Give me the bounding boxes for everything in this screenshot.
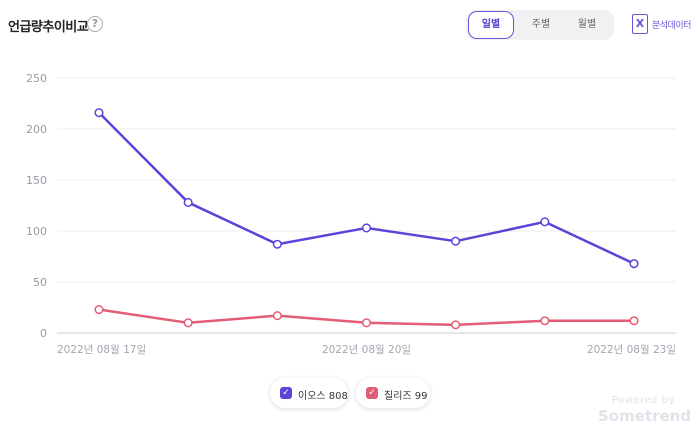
legend-item-chiliz[interactable]: ✓ 칠리즈 99 <box>356 378 430 408</box>
data-point <box>629 316 639 326</box>
brand-logo: Sometrend <box>598 407 692 425</box>
legend-label: 이오스 808 <box>298 391 348 402</box>
question-icon[interactable]: ? <box>87 16 103 32</box>
y-tick-label: 100 <box>26 225 47 238</box>
data-point <box>94 108 104 118</box>
toggle-monthly[interactable]: 월별 <box>577 19 597 30</box>
data-point <box>94 304 104 315</box>
data-point <box>629 259 639 269</box>
data-point <box>451 236 461 246</box>
checkbox-checked-icon: ✓ <box>280 387 292 399</box>
data-point <box>361 223 372 233</box>
legend-label: 칠리즈 99 <box>384 391 428 402</box>
data-point <box>183 318 193 328</box>
y-tick-label: 50 <box>33 276 47 289</box>
x-tick-label: 2022년 08월 17일 <box>57 343 146 356</box>
y-tick-label: 150 <box>26 174 47 187</box>
toggle-weekly[interactable]: 주별 <box>531 19 551 30</box>
powered-by-text: Powered by <box>612 395 675 406</box>
chart-title: 언급량추이비교 <box>8 20 89 35</box>
y-tick-label: 250 <box>26 72 47 85</box>
excel-icon: X <box>632 14 648 34</box>
period-toggle: 일별 주별 월별 <box>466 10 614 40</box>
x-tick-label: 2022년 08월 23일 <box>587 343 676 356</box>
x-tick-label: 2022년 08월 20일 <box>322 343 411 356</box>
export-label: 분석데이터 <box>652 21 691 31</box>
line-chart: 0 50 100 150 200 250 2022년 08월 17일 2022년 08월 20… <box>26 72 676 356</box>
data-point <box>361 318 372 328</box>
data-point <box>540 316 550 326</box>
data-point <box>451 320 461 330</box>
data-point <box>272 311 282 321</box>
checkbox-checked-icon: ✓ <box>366 387 378 399</box>
y-tick-label: 200 <box>26 123 47 136</box>
legend-item-eos[interactable]: ✓ 이오스 808 <box>270 378 348 408</box>
y-tick-label: 0 <box>40 327 47 340</box>
data-point <box>183 197 193 207</box>
series-line <box>98 111 635 265</box>
data-point <box>540 217 550 227</box>
toggle-daily[interactable]: 일별 <box>468 11 514 39</box>
data-point <box>272 239 282 249</box>
